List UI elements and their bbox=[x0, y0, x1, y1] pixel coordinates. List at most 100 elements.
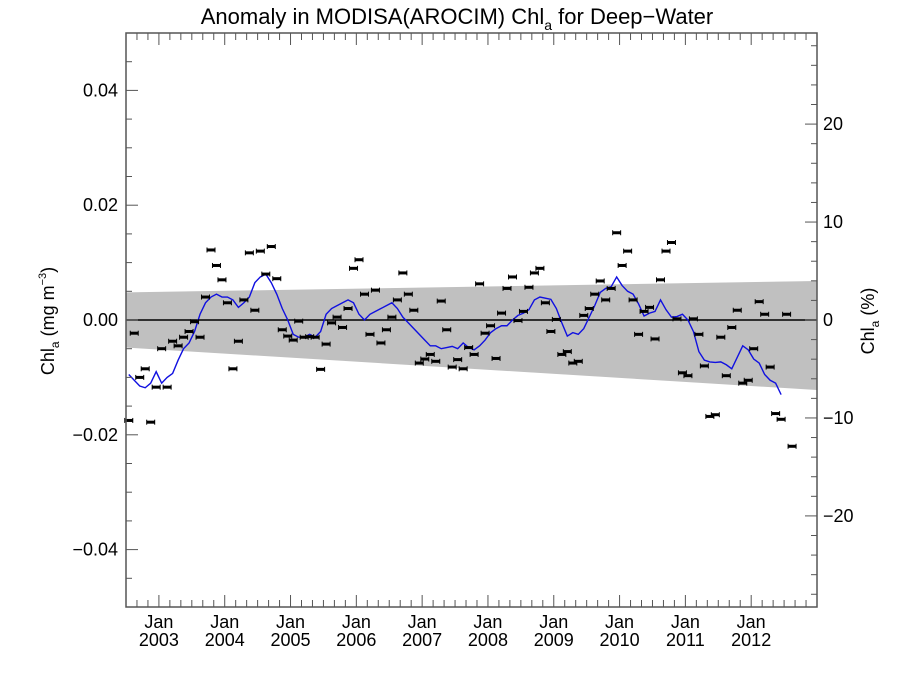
data-point bbox=[398, 270, 408, 276]
data-point bbox=[579, 312, 589, 318]
data-point bbox=[365, 331, 375, 337]
data-point bbox=[518, 308, 528, 314]
data-point bbox=[475, 281, 485, 287]
data-point bbox=[387, 314, 397, 320]
data-point bbox=[239, 297, 249, 303]
data-point bbox=[601, 297, 611, 303]
data-point bbox=[606, 285, 616, 291]
data-point bbox=[760, 311, 770, 317]
data-point bbox=[222, 300, 232, 306]
data-point bbox=[354, 257, 364, 263]
data-point bbox=[420, 356, 430, 362]
data-point bbox=[595, 278, 605, 284]
x-tick-label-year: 2005 bbox=[271, 630, 311, 650]
data-point bbox=[754, 299, 764, 305]
uncertainty-band bbox=[126, 280, 817, 391]
data-point bbox=[464, 345, 474, 351]
data-point bbox=[612, 230, 622, 236]
data-point bbox=[727, 324, 737, 330]
data-point bbox=[140, 366, 150, 372]
y-tick-label: 0.02 bbox=[83, 195, 118, 215]
data-point bbox=[710, 412, 720, 418]
data-point bbox=[376, 340, 386, 346]
data-point bbox=[716, 334, 726, 340]
data-point bbox=[699, 363, 709, 369]
data-point bbox=[124, 417, 134, 423]
data-point bbox=[343, 306, 353, 312]
data-point bbox=[486, 323, 496, 329]
data-point bbox=[261, 271, 271, 277]
x-tick-label-year: 2011 bbox=[666, 630, 705, 650]
data-point bbox=[321, 341, 331, 347]
data-point bbox=[266, 244, 276, 250]
data-point bbox=[294, 318, 304, 324]
data-point bbox=[782, 311, 792, 317]
data-point bbox=[458, 366, 468, 372]
y2-tick-label: 20 bbox=[823, 114, 843, 134]
data-point bbox=[634, 331, 644, 337]
data-point bbox=[743, 377, 753, 383]
running-mean-line bbox=[128, 273, 782, 395]
data-point bbox=[480, 330, 490, 336]
data-point bbox=[414, 360, 424, 366]
x-tick-label-year: 2007 bbox=[402, 630, 442, 650]
data-point bbox=[288, 337, 298, 343]
x-tick-label-month: Jan bbox=[210, 612, 239, 632]
data-point bbox=[272, 276, 282, 282]
data-point bbox=[277, 327, 287, 333]
y-axis-ticks: 0.04 0.02 0.00 −0.02 −0.04 bbox=[72, 32, 138, 608]
data-point bbox=[255, 248, 265, 254]
data-point bbox=[129, 330, 139, 336]
data-point bbox=[573, 358, 583, 364]
data-point bbox=[316, 366, 326, 372]
data-point bbox=[244, 250, 254, 256]
data-point bbox=[661, 248, 671, 254]
data-point bbox=[672, 316, 682, 322]
y-tick-label: 0.00 bbox=[83, 310, 118, 330]
data-point bbox=[749, 346, 759, 352]
y-tick-label: 0.04 bbox=[83, 80, 118, 100]
data-point bbox=[332, 314, 342, 320]
x-tick-label-year: 2006 bbox=[336, 630, 376, 650]
data-point bbox=[168, 338, 178, 344]
data-point bbox=[469, 351, 479, 357]
data-point bbox=[431, 358, 441, 364]
data-point bbox=[250, 307, 260, 313]
x-tick-label-year: 2008 bbox=[468, 630, 508, 650]
data-point bbox=[535, 265, 545, 271]
data-point bbox=[721, 373, 731, 379]
data-point bbox=[447, 364, 457, 370]
data-point bbox=[173, 343, 183, 349]
data-point bbox=[584, 306, 594, 312]
y-axis-label: Chla (mg m−3) bbox=[37, 267, 62, 375]
data-point bbox=[146, 419, 156, 425]
data-point bbox=[688, 316, 698, 322]
data-point bbox=[211, 262, 221, 268]
data-point bbox=[436, 298, 446, 304]
data-point bbox=[338, 324, 348, 330]
data-point bbox=[157, 346, 167, 352]
data-point bbox=[201, 294, 211, 300]
data-point bbox=[442, 327, 452, 333]
x-axis-ticks: Jan2003Jan2004Jan2005Jan2006Jan2007Jan20… bbox=[125, 33, 818, 650]
data-point bbox=[497, 310, 507, 316]
data-point bbox=[562, 349, 572, 355]
data-point bbox=[732, 307, 742, 313]
data-point bbox=[206, 247, 216, 253]
data-point bbox=[135, 374, 145, 380]
x-tick-label-month: Jan bbox=[737, 612, 766, 632]
data-point bbox=[409, 307, 419, 313]
data-point bbox=[310, 334, 320, 340]
x-tick-label-year: 2004 bbox=[205, 630, 245, 650]
y2-axis-ticks: 20 10 0 −10 −20 bbox=[805, 45, 854, 595]
data-point bbox=[546, 328, 556, 334]
data-point bbox=[179, 334, 189, 340]
data-point bbox=[776, 416, 786, 422]
data-point bbox=[645, 304, 655, 310]
data-point bbox=[513, 318, 523, 324]
data-point bbox=[233, 338, 243, 344]
y2-tick-label: 0 bbox=[823, 310, 833, 330]
data-point bbox=[683, 373, 693, 379]
data-point bbox=[184, 328, 194, 334]
data-point bbox=[666, 240, 676, 246]
